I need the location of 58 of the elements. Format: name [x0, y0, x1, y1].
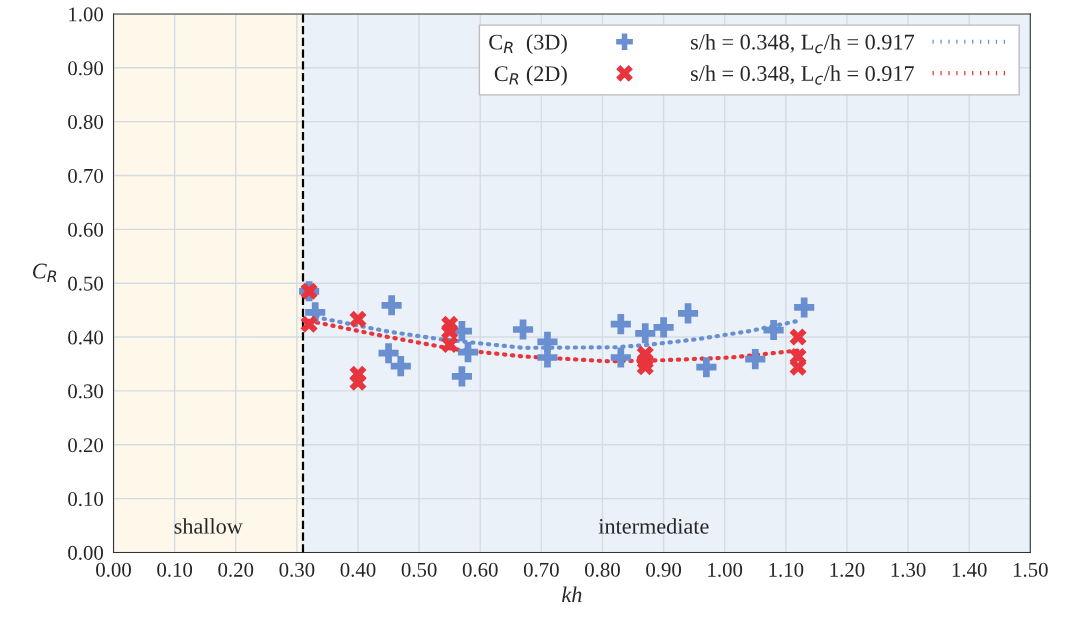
- x-tick-label: 0.10: [157, 562, 193, 577]
- y-tick-label: 0.30: [68, 384, 104, 399]
- y-tick-label: 0.90: [68, 61, 104, 76]
- point: [381, 295, 402, 316]
- point: [745, 349, 766, 370]
- band-label: intermediate: [598, 518, 709, 534]
- point: [610, 347, 631, 368]
- x-tick-label: 0.90: [646, 562, 682, 577]
- x-tick-label: 1.00: [708, 562, 743, 577]
- point: [451, 366, 472, 387]
- point: [610, 314, 631, 335]
- legend-label: s/h = 0.348, L$_{c}$/h = 0.917: [690, 33, 914, 54]
- point: [349, 373, 367, 391]
- x-tick-label: 0.70: [523, 562, 559, 577]
- x-tick-label: 0.20: [218, 562, 254, 577]
- x-tick-label: 1.10: [769, 562, 804, 577]
- legend-label: C$_{R}$ (3D): [489, 33, 567, 55]
- y-tick-label: 0.70: [68, 168, 104, 184]
- point: [390, 356, 411, 377]
- y-tick-label: 0.20: [68, 438, 104, 453]
- x-tick-label: 1.50: [1013, 562, 1048, 577]
- point: [636, 358, 654, 376]
- x-axis-title: kh: [562, 586, 582, 603]
- x-tick-label: 0.00: [96, 562, 131, 577]
- point: [537, 347, 558, 368]
- y-tick-label: 1.00: [69, 7, 104, 22]
- point: [441, 322, 459, 340]
- point: [789, 328, 807, 346]
- x-tick-label: 1.20: [830, 562, 865, 577]
- point: [378, 343, 399, 364]
- point: [349, 310, 367, 328]
- y-tick-label: 0.00: [68, 545, 104, 560]
- x-tick-label: 0.60: [462, 562, 498, 577]
- y-tick-label: 0.80: [68, 115, 104, 130]
- y-tick-label: 0.60: [68, 222, 104, 237]
- band-label: shallow: [174, 518, 243, 534]
- y-axis-title: C$_{R}$: [33, 263, 57, 282]
- y-tick-label: 0.10: [68, 491, 104, 507]
- x-tick-label: 0.40: [340, 562, 376, 577]
- point: [441, 336, 459, 354]
- x-tick-label: 1.40: [952, 562, 987, 577]
- point: [696, 357, 717, 378]
- point: [457, 342, 479, 363]
- legend-label: C$_{R}$ (2D): [494, 65, 567, 86]
- y-tick-label: 0.40: [68, 330, 104, 345]
- point: [653, 317, 674, 338]
- x-tick-label: 1.30: [891, 562, 926, 577]
- x-tick-label: 0.30: [279, 562, 315, 577]
- point: [677, 303, 699, 324]
- y-tick-label: 0.50: [68, 276, 104, 291]
- legend-label: s/h = 0.348, L$_{c}$/h = 0.917: [690, 65, 914, 85]
- point: [512, 319, 534, 340]
- x-tick-label: 0.50: [401, 562, 437, 577]
- point: [300, 315, 318, 333]
- x-tick-label: 0.80: [585, 562, 620, 577]
- point: [635, 323, 656, 344]
- point: [794, 297, 815, 318]
- point: [763, 319, 784, 341]
